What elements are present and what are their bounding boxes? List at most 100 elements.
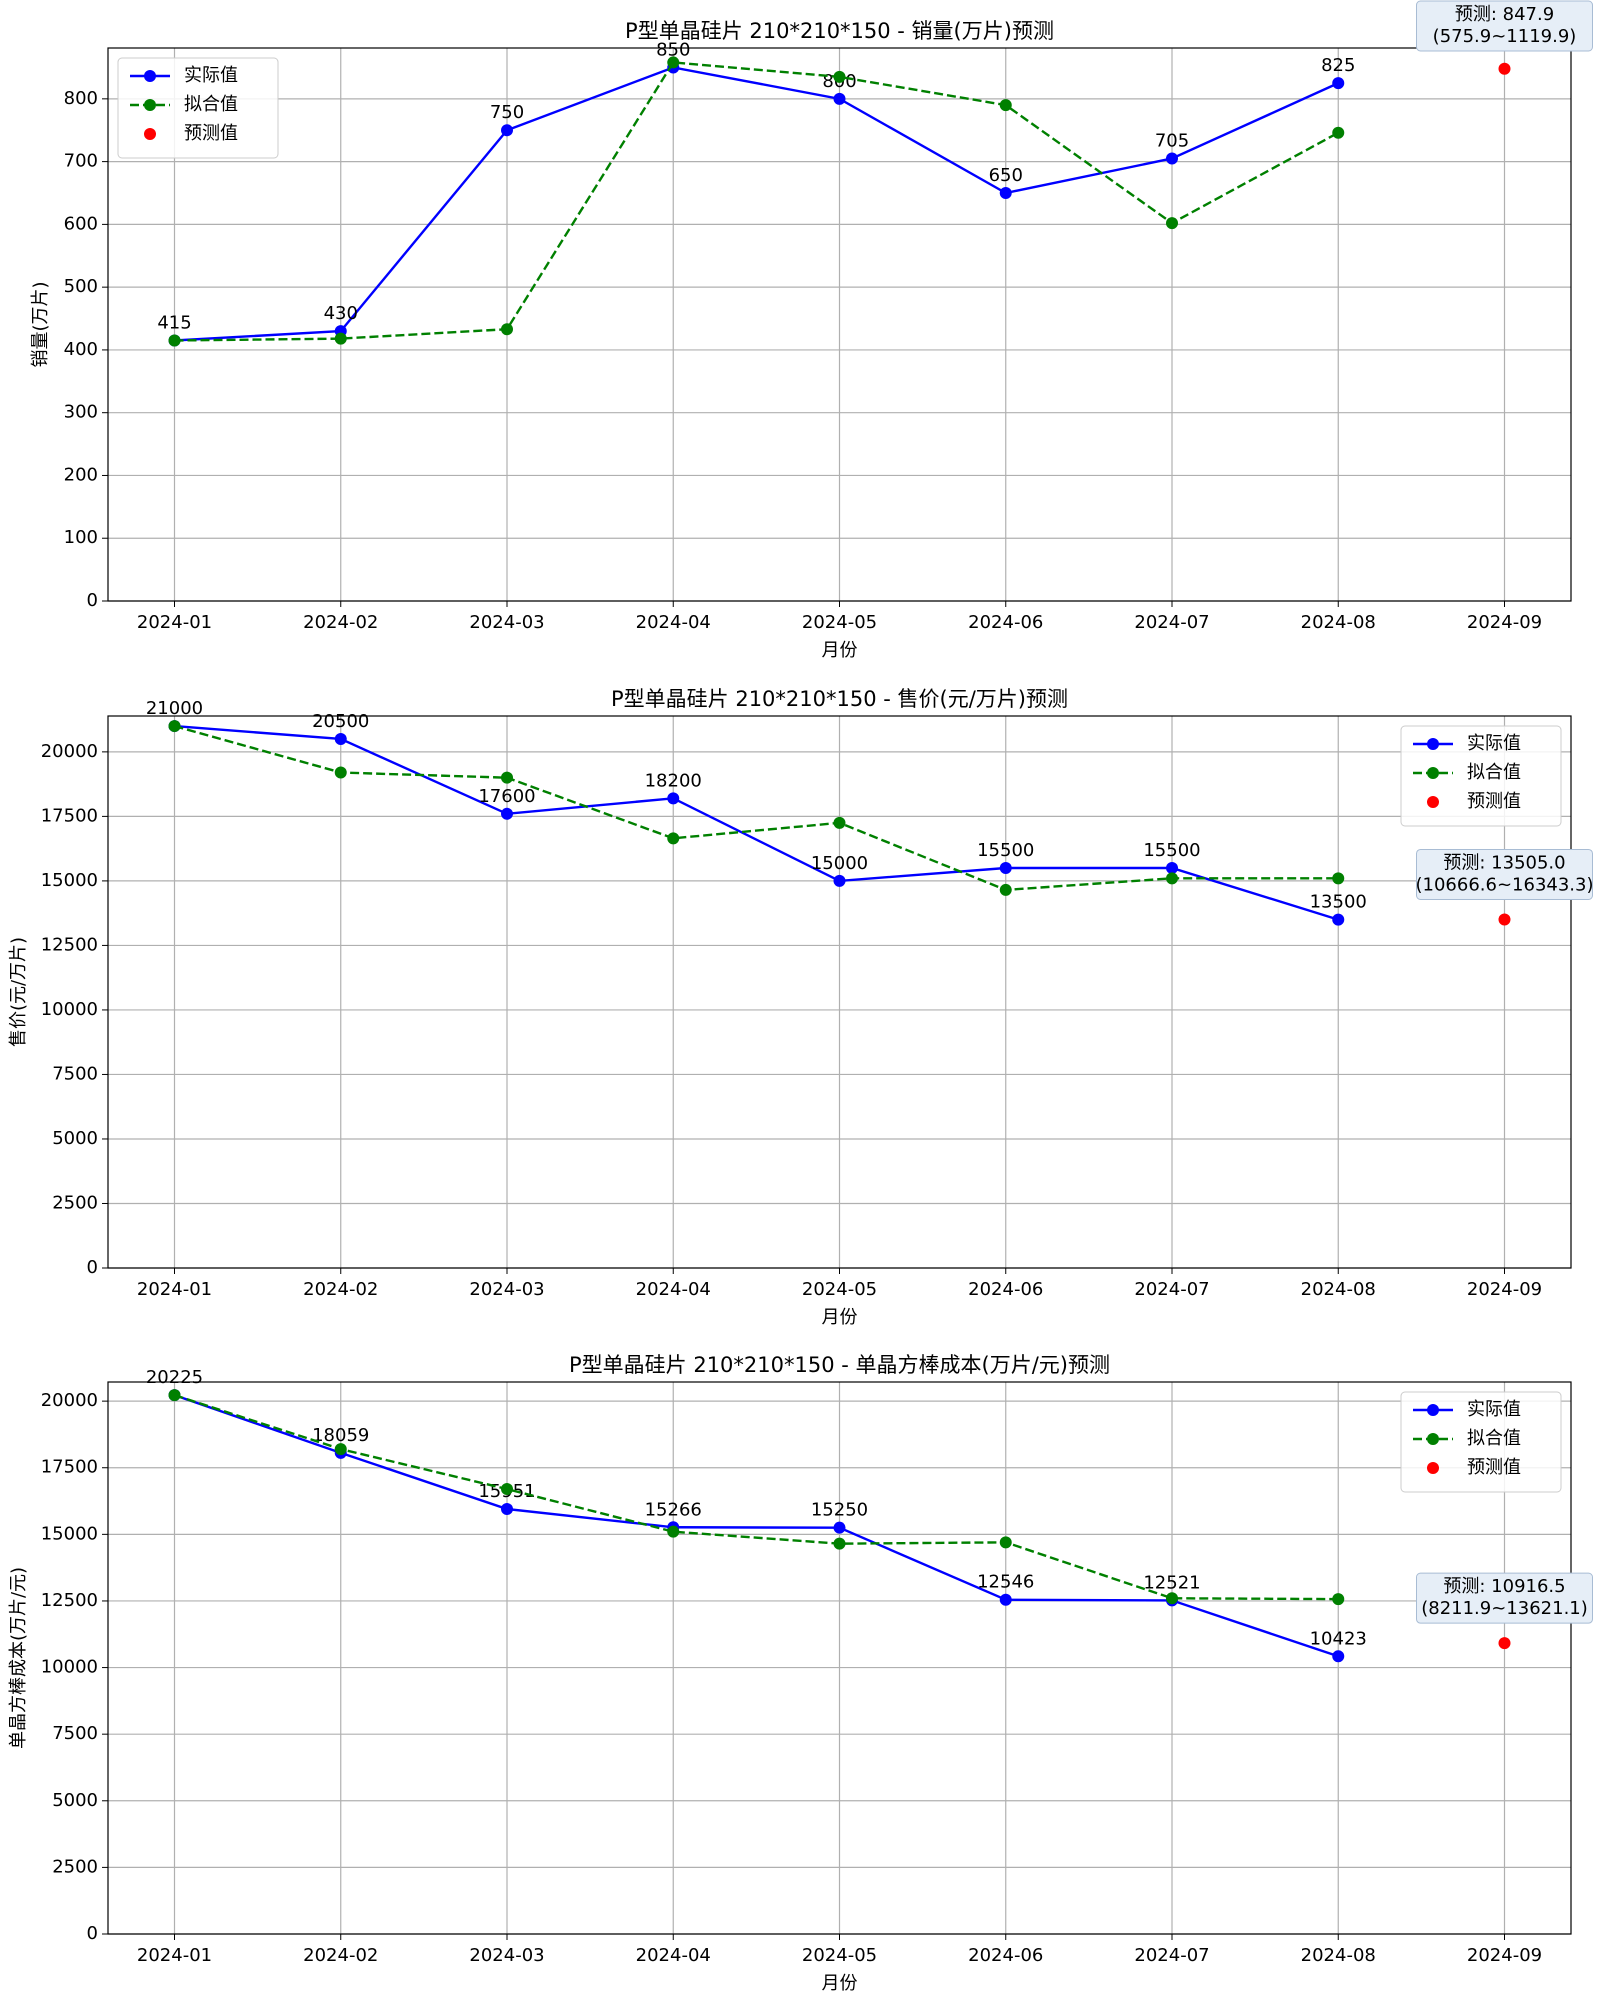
y-axis-label: 单晶方棒成本(万片/元) bbox=[8, 1567, 29, 1749]
data-point bbox=[1166, 152, 1178, 165]
data-point bbox=[1332, 1650, 1345, 1663]
data-point bbox=[1332, 872, 1345, 885]
legend-marker bbox=[1427, 1433, 1439, 1445]
data-point bbox=[833, 874, 846, 887]
data-label: 18059 bbox=[312, 1425, 369, 1446]
legend-box bbox=[117, 57, 279, 159]
legend-marker bbox=[144, 70, 156, 82]
annotation-text: 预测: 13505.0 bbox=[1443, 852, 1565, 873]
y-tick-label: 500 bbox=[64, 276, 98, 297]
data-point bbox=[999, 1593, 1012, 1606]
data-point bbox=[667, 832, 680, 845]
y-tick-label: 10000 bbox=[41, 1657, 98, 1678]
y-tick-label: 17500 bbox=[41, 805, 98, 826]
data-point bbox=[999, 186, 1012, 199]
data-point bbox=[1166, 217, 1178, 230]
data-label: 17600 bbox=[478, 786, 535, 807]
data-point bbox=[999, 1536, 1012, 1549]
x-tick-label: 2024-04 bbox=[636, 1279, 711, 1300]
y-tick-label: 15000 bbox=[41, 1523, 98, 1544]
legend-label: 拟合值 bbox=[1467, 762, 1521, 783]
data-point bbox=[334, 732, 347, 745]
y-tick-label: 800 bbox=[64, 88, 98, 109]
x-tick-label: 2024-08 bbox=[1301, 1945, 1376, 1966]
x-tick-label: 2024-07 bbox=[1134, 1279, 1209, 1300]
y-tick-label: 2500 bbox=[52, 1192, 98, 1213]
data-label: 21000 bbox=[146, 698, 203, 719]
data-point bbox=[1332, 1593, 1345, 1606]
x-tick-label: 2024-02 bbox=[303, 612, 378, 633]
y-tick-label: 0 bbox=[87, 1257, 98, 1278]
legend-marker bbox=[1427, 1462, 1439, 1474]
data-label: 15250 bbox=[811, 1500, 868, 1521]
data-point bbox=[334, 332, 347, 345]
y-tick-label: 600 bbox=[64, 213, 98, 234]
data-point bbox=[501, 323, 513, 336]
annotation-box bbox=[1416, 1572, 1593, 1624]
axes-frame bbox=[107, 1381, 1572, 1935]
legend-label: 实际值 bbox=[1467, 733, 1521, 754]
x-axis-label: 月份 bbox=[822, 640, 858, 661]
legend-label: 拟合值 bbox=[184, 94, 238, 115]
legend-box bbox=[1400, 1391, 1562, 1493]
chart-panel: P型单晶硅片 210*210*150 - 售价(元/万片)预测 0 2500 5000… bbox=[8, 687, 1594, 1328]
data-point bbox=[1332, 77, 1345, 90]
legend-marker bbox=[1427, 767, 1439, 779]
x-tick-label: 2024-03 bbox=[469, 1279, 544, 1300]
annotation-text: 预测: 847.9 bbox=[1455, 4, 1554, 25]
x-tick-label: 2024-05 bbox=[802, 612, 877, 633]
data-point bbox=[999, 883, 1012, 896]
chart-panel: P型单晶硅片 210*210*150 - 销量(万片)预测 0 100 200 300 4… bbox=[30, 0, 1593, 661]
data-label: 15500 bbox=[977, 840, 1034, 861]
data-point bbox=[667, 792, 680, 805]
legend-box bbox=[1400, 725, 1562, 827]
legend-marker bbox=[144, 99, 156, 111]
series-line bbox=[174, 1394, 1339, 1658]
x-tick-label: 2024-09 bbox=[1467, 1279, 1542, 1300]
annotation-text: (8211.9~13621.1) bbox=[1421, 1598, 1588, 1619]
legend-label: 预测值 bbox=[184, 123, 238, 144]
data-point bbox=[1166, 1592, 1178, 1605]
annotation-box bbox=[1416, 848, 1593, 900]
data-point bbox=[1332, 126, 1345, 139]
series-line bbox=[174, 724, 1339, 892]
chart-title: P型单晶硅片 210*210*150 - 销量(万片)预测 bbox=[625, 19, 1054, 43]
data-label: 430 bbox=[324, 303, 358, 324]
legend-marker bbox=[1427, 796, 1439, 808]
data-point bbox=[1332, 913, 1345, 926]
x-tick-label: 2024-06 bbox=[968, 1945, 1043, 1966]
y-tick-label: 12500 bbox=[41, 934, 98, 955]
chart-panel: P型单晶硅片 210*210*150 - 单晶方棒成本(万片/元)预测 0 2500… bbox=[8, 1353, 1593, 1994]
axes-frame bbox=[107, 47, 1572, 602]
data-label: 750 bbox=[490, 102, 524, 123]
y-tick-label: 7500 bbox=[52, 1063, 98, 1084]
data-point bbox=[833, 816, 846, 829]
legend-label: 实际值 bbox=[1467, 1399, 1521, 1420]
data-point bbox=[667, 56, 680, 69]
x-tick-label: 2024-03 bbox=[469, 1945, 544, 1966]
y-tick-label: 300 bbox=[64, 402, 98, 423]
y-tick-label: 20000 bbox=[41, 741, 98, 762]
data-point bbox=[999, 99, 1012, 112]
x-tick-label: 2024-03 bbox=[469, 612, 544, 633]
data-point bbox=[501, 124, 513, 137]
y-tick-label: 5000 bbox=[52, 1128, 98, 1149]
series-line bbox=[174, 61, 1339, 342]
data-label: 15000 bbox=[811, 853, 868, 874]
x-tick-label: 2024-08 bbox=[1301, 1279, 1376, 1300]
data-label: 415 bbox=[157, 313, 191, 334]
x-tick-label: 2024-08 bbox=[1301, 612, 1376, 633]
data-point bbox=[501, 1503, 513, 1516]
y-tick-label: 700 bbox=[64, 151, 98, 172]
x-tick-label: 2024-09 bbox=[1467, 612, 1542, 633]
data-point bbox=[833, 1537, 846, 1550]
data-point bbox=[833, 70, 846, 83]
y-tick-label: 100 bbox=[64, 527, 98, 548]
chart-title: P型单晶硅片 210*210*150 - 单晶方棒成本(万片/元)预测 bbox=[569, 1353, 1110, 1377]
data-label: 15266 bbox=[645, 1499, 702, 1520]
y-tick-label: 15000 bbox=[41, 870, 98, 891]
data-point bbox=[1166, 872, 1178, 885]
data-point bbox=[501, 771, 513, 784]
data-label: 650 bbox=[989, 165, 1023, 186]
annotation-text: (10666.6~16343.3) bbox=[1416, 874, 1594, 895]
